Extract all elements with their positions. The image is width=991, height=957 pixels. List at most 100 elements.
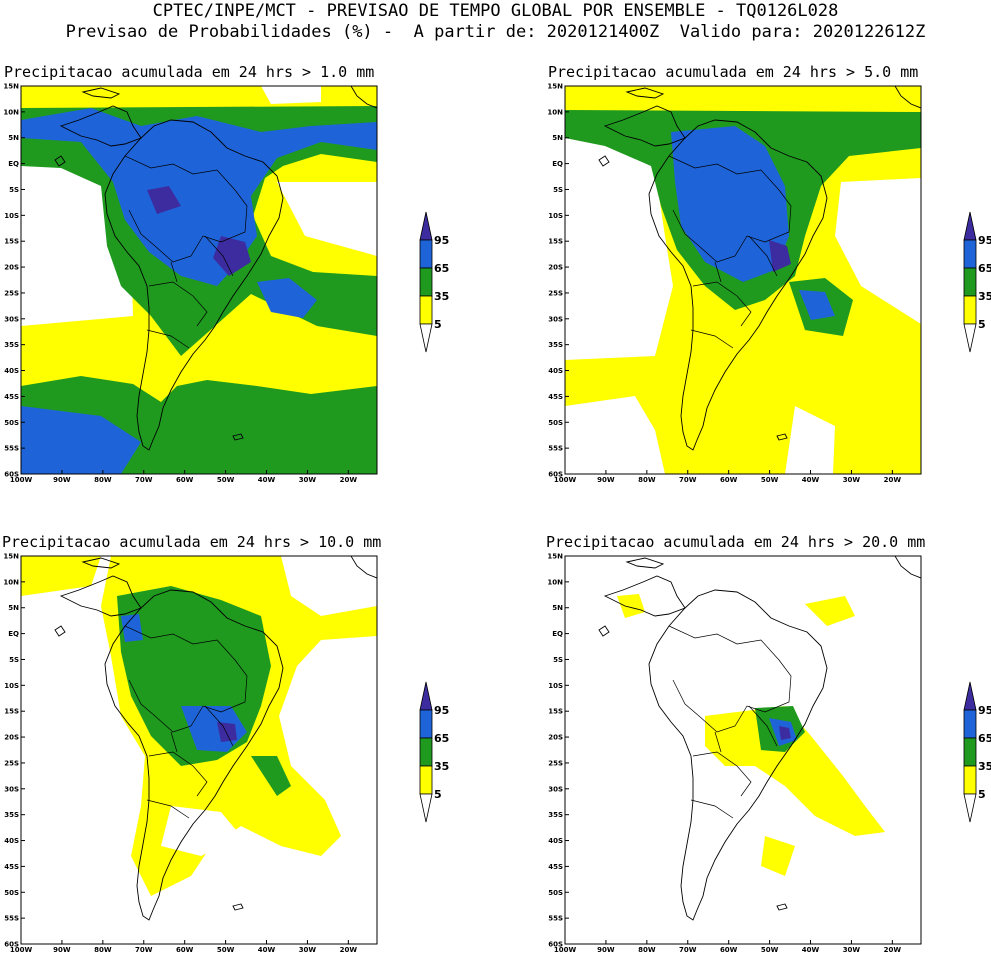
lat-tick-label: 10N xyxy=(3,578,19,586)
lat-tick-label: 15N xyxy=(3,83,19,91)
lat-tick-label: EQ xyxy=(552,160,563,168)
lat-tick-label: 55S xyxy=(4,915,19,923)
lon-tick-label: 100W xyxy=(554,946,577,954)
lat-tick-label: 10S xyxy=(4,212,19,220)
lon-tick-label: 60W xyxy=(720,946,738,954)
probability-area-purple xyxy=(213,236,251,276)
lat-tick-label: 5S xyxy=(9,656,19,664)
lon-tick-label: 30W xyxy=(299,476,317,484)
lon-tick-label: 100W xyxy=(10,476,33,484)
colorbar-label: 65 xyxy=(978,732,991,745)
colorbar-label: 35 xyxy=(978,290,991,303)
lon-tick-label: 80W xyxy=(638,476,656,484)
lat-tick-label: 10S xyxy=(548,682,563,690)
lat-tick-label: 30S xyxy=(4,315,19,323)
lon-tick-label: 60W xyxy=(176,476,194,484)
lat-tick-label: 15S xyxy=(4,238,19,246)
map-frame xyxy=(20,555,378,945)
lat-tick-label: 35S xyxy=(548,811,563,819)
lat-tick-label: 5N xyxy=(8,134,19,142)
lat-tick-label: 50S xyxy=(4,889,19,897)
probability-field xyxy=(21,556,377,944)
lat-tick-label: 30S xyxy=(548,785,563,793)
map-frame xyxy=(20,85,378,475)
probability-area-blue xyxy=(257,278,317,318)
lon-tick-label: 20W xyxy=(340,946,358,954)
lon-tick-label: 40W xyxy=(802,946,820,954)
lat-tick-label: 20S xyxy=(548,264,563,272)
lon-tick-label: 70W xyxy=(679,946,697,954)
colorbar-label: 65 xyxy=(434,262,449,275)
lat-tick-label: 15S xyxy=(4,708,19,716)
colorbar-label: 95 xyxy=(434,234,449,247)
lat-tick-label: 5S xyxy=(553,656,563,664)
colorbar-label: 5 xyxy=(978,318,986,331)
lat-tick-label: 50S xyxy=(548,889,563,897)
colorbar-label: 65 xyxy=(978,262,991,275)
lon-tick-label: 50W xyxy=(761,946,779,954)
lat-tick-label: 55S xyxy=(4,445,19,453)
colorbar-label: 5 xyxy=(434,788,442,801)
lat-tick-label: 15N xyxy=(3,553,19,561)
subtitle: Previsao de Probabilidades (%) - A parti… xyxy=(65,22,926,42)
lat-tick-label: 5N xyxy=(552,134,563,142)
map-panel-1: 15N 10N 5N EQ 5S 10S 15S 20S 25S 30S 35S 40S 45S 50S 5… xyxy=(3,83,378,484)
lon-tick-label: 50W xyxy=(217,476,235,484)
probability-area-purple xyxy=(769,240,791,272)
probability-area-white xyxy=(835,178,921,324)
lat-tick-label: 45S xyxy=(4,393,19,401)
colorbar-1: 95 65 35 5 xyxy=(419,211,449,353)
lon-tick-label: 80W xyxy=(94,476,112,484)
colorbar-label: 65 xyxy=(434,732,449,745)
lat-tick-label: 55S xyxy=(548,915,563,923)
lon-tick-label: 30W xyxy=(843,476,861,484)
lon-tick-label: 80W xyxy=(94,946,112,954)
colorbar-label: 95 xyxy=(978,234,991,247)
lat-tick-label: 40S xyxy=(548,837,563,845)
lat-tick-label: 10S xyxy=(4,682,19,690)
lon-tick-label: 30W xyxy=(299,946,317,954)
lat-tick-label: 20S xyxy=(4,264,19,272)
lat-tick-label: 25S xyxy=(4,759,19,767)
lon-tick-label: 70W xyxy=(679,476,697,484)
lat-tick-label: 35S xyxy=(4,811,19,819)
probability-area-purple xyxy=(779,726,791,740)
lat-tick-label: 5N xyxy=(8,604,19,612)
lat-tick-label: 55S xyxy=(548,445,563,453)
lat-tick-label: 60S xyxy=(548,471,563,479)
lat-tick-label: 35S xyxy=(548,341,563,349)
probability-area-purple xyxy=(217,722,237,742)
lat-tick-label: 5S xyxy=(9,186,19,194)
colorbar-3: 95 65 35 5 xyxy=(419,681,449,823)
lat-tick-label: 25S xyxy=(548,759,563,767)
lat-tick-label: 50S xyxy=(548,419,563,427)
probability-area-white xyxy=(565,396,665,474)
probability-field xyxy=(565,556,921,944)
colorbar-label: 95 xyxy=(434,704,449,717)
probability-area-green xyxy=(21,106,377,474)
lon-tick-label: 70W xyxy=(135,476,153,484)
probability-area-white xyxy=(565,126,673,360)
probability-area-yellow xyxy=(705,706,885,836)
colorbar-label: 35 xyxy=(978,760,991,773)
lat-tick-label: 15S xyxy=(548,708,563,716)
probability-area-white xyxy=(277,182,377,256)
colorbar-2: 95 65 35 5 xyxy=(963,211,991,353)
probability-area-blue xyxy=(21,108,377,286)
lon-tick-label: 40W xyxy=(802,476,820,484)
lon-tick-label: 60W xyxy=(720,476,738,484)
lat-tick-label: 15N xyxy=(547,83,563,91)
lon-tick-label: 70W xyxy=(135,946,153,954)
lon-tick-label: 100W xyxy=(10,946,33,954)
lon-tick-label: 20W xyxy=(884,946,902,954)
lon-tick-label: 30W xyxy=(843,946,861,954)
lat-tick-label: 60S xyxy=(4,941,19,949)
probability-area-purple xyxy=(147,186,181,214)
lat-tick-label: 60S xyxy=(4,471,19,479)
lat-tick-label: 50S xyxy=(4,419,19,427)
main-title: CPTEC/INPE/MCT - PREVISAO DE TEMPO GLOBA… xyxy=(152,1,839,21)
lat-tick-label: 10N xyxy=(3,108,19,116)
lon-tick-label: 90W xyxy=(597,476,615,484)
lat-tick-label: 40S xyxy=(4,367,19,375)
lat-tick-label: 45S xyxy=(548,393,563,401)
